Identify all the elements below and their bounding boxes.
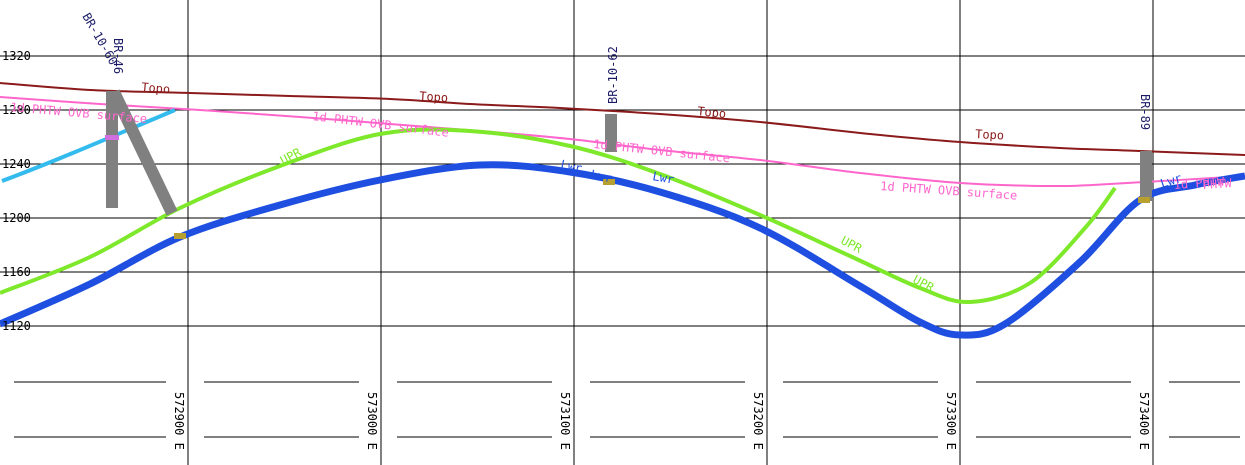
borehole-column	[605, 114, 617, 152]
lwr-label: Lwr	[1159, 171, 1184, 191]
x-tick-label: 573200 E	[751, 392, 765, 450]
light-blue-segment	[1, 108, 176, 183]
pht-label: 1d PHTW OVB surface	[593, 137, 731, 165]
pht-label: 1d PHTW	[1173, 174, 1225, 192]
contact-marker	[1138, 197, 1150, 203]
y-tick-label: 1320	[2, 49, 31, 63]
y-tick-label: 1160	[2, 265, 31, 279]
x-tick-label: 573100 E	[558, 392, 572, 450]
borehole-label: BR-89	[1138, 94, 1152, 130]
y-tick-label: 1280	[2, 103, 31, 117]
topo-label: Topo	[141, 80, 171, 96]
y-tick-label: 1200	[2, 211, 31, 225]
pht-label: PHTW	[1202, 176, 1233, 192]
y-tick-label: 1120	[2, 319, 31, 333]
topo-label: Topo	[975, 127, 1005, 142]
topo-label: Topo	[419, 89, 449, 105]
lwr-surface	[0, 161, 1245, 339]
contact-marker	[105, 135, 119, 140]
borehole-label: BR-46	[111, 38, 125, 74]
borehole-label: BR-10-62	[606, 46, 620, 104]
lwr-label: Lwr	[651, 169, 675, 187]
pht-label: 1d PHTW OVB surface	[10, 100, 148, 126]
borehole-column	[106, 91, 118, 208]
x-tick-label: 573000 E	[365, 392, 379, 450]
lwr-label: Lwr	[559, 157, 583, 175]
contact-marker	[174, 233, 186, 239]
y-tick-label: 1240	[2, 157, 31, 171]
x-tick-label: 573300 E	[944, 392, 958, 450]
topo-label: Topo	[697, 104, 727, 121]
borehole-inclined	[108, 89, 178, 216]
borehole-column	[1140, 151, 1152, 201]
upr-surface	[0, 127, 1117, 305]
geology-layer	[0, 82, 1245, 339]
label-layer: 1320 1280 1240 1200 1160 1120 572900 E 573000 E…	[2, 11, 1233, 450]
topo-surface	[0, 82, 1245, 156]
x-tick-label: 573400 E	[1137, 392, 1151, 450]
contact-marker	[603, 179, 615, 185]
lwr-label: Lwr	[589, 167, 613, 185]
x-tick-label: 572900 E	[172, 392, 186, 450]
